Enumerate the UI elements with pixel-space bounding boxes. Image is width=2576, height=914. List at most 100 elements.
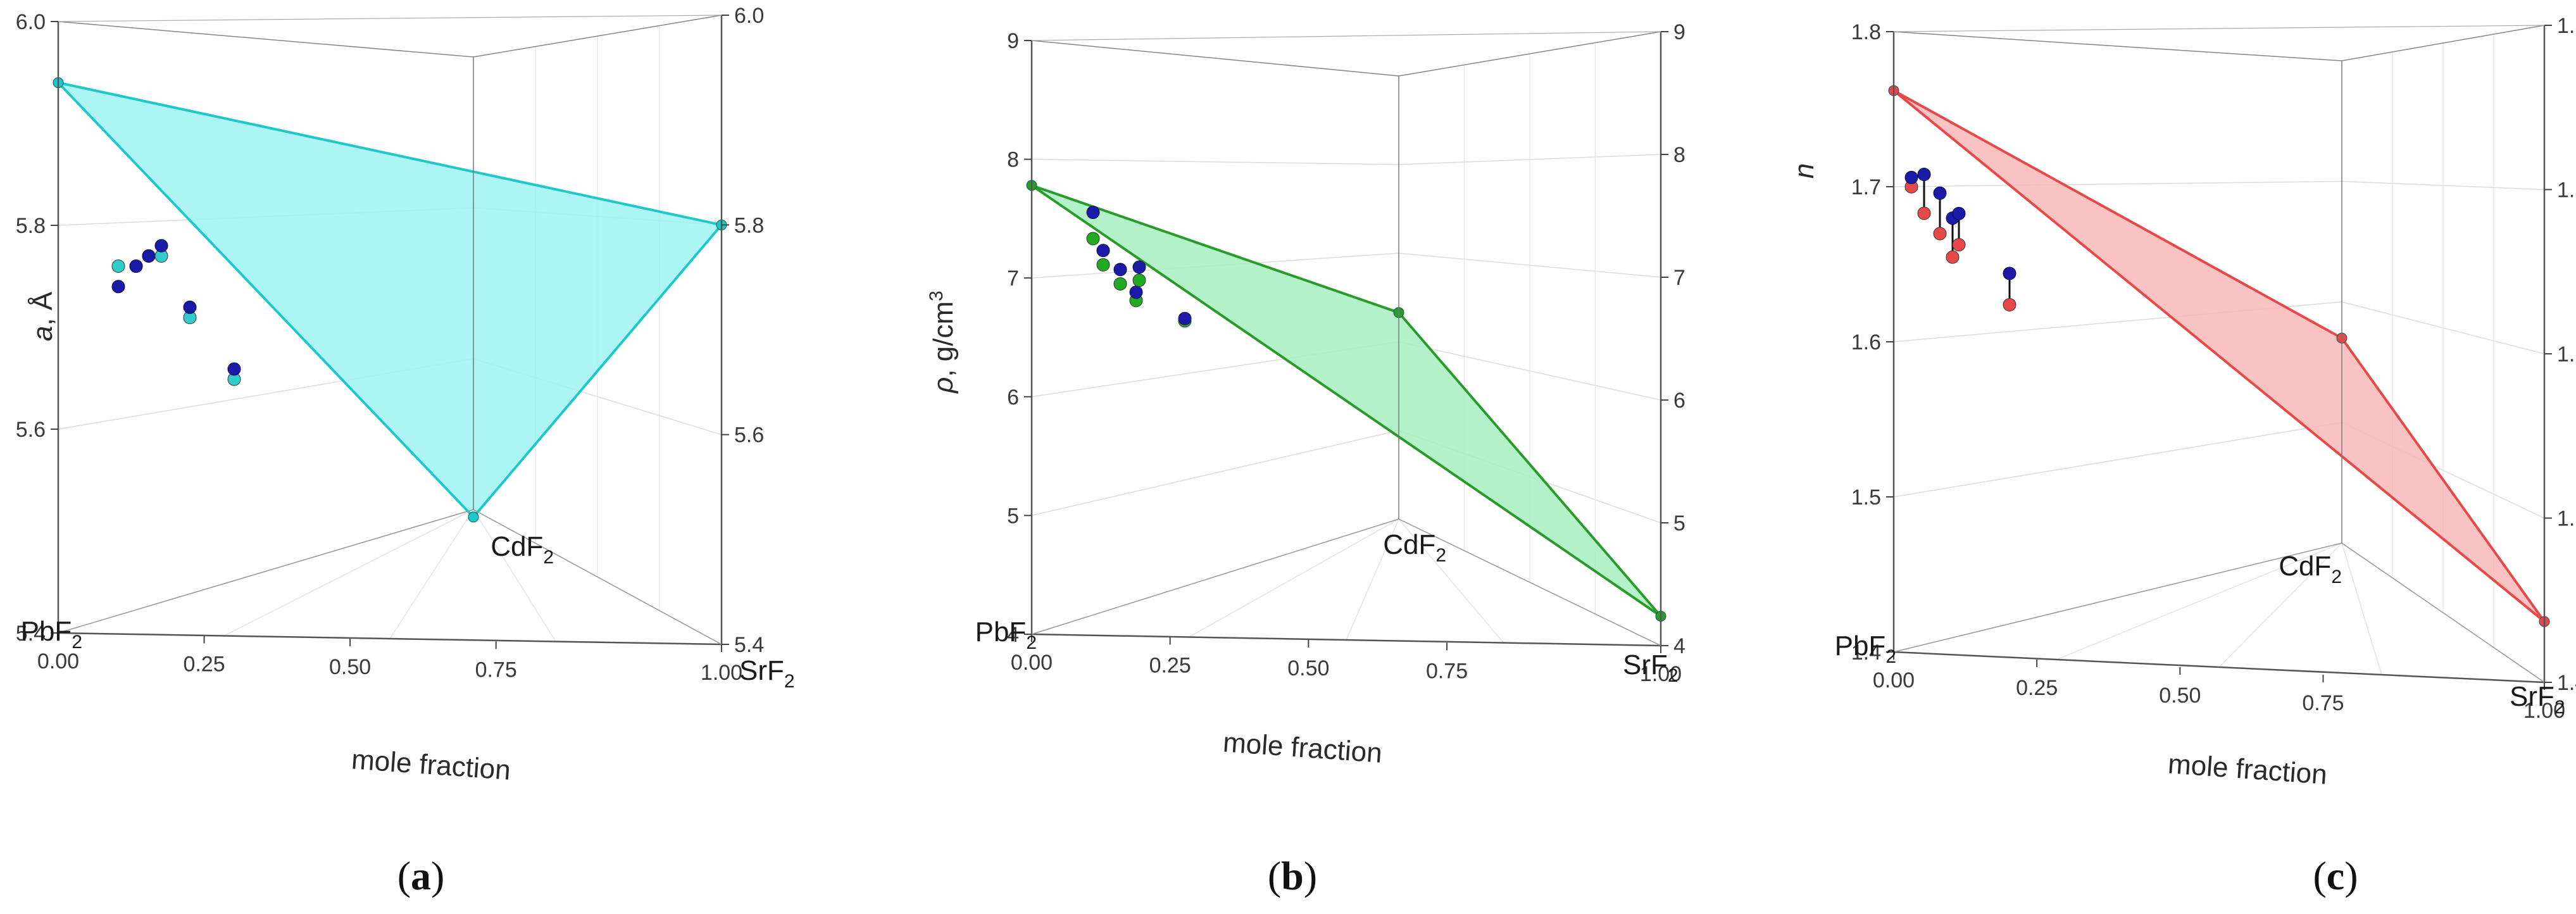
y-tick-label-left: 5: [1007, 504, 1019, 528]
calculated-point: [2003, 297, 2016, 311]
corner-label-srf2: SrF2: [739, 655, 795, 692]
gridline-back: [1031, 430, 1399, 516]
y-tick-label-left: 7: [1007, 266, 1019, 291]
y-tick-label-right: 8: [1673, 143, 1685, 167]
y-tick-label-right: 7: [1673, 266, 1685, 290]
y-tick-label-left: 9: [1007, 29, 1019, 53]
gridline-floor: [1398, 518, 1504, 643]
corner-label-cdf2: CdF2: [491, 531, 554, 568]
x-tick-label: 0.50: [2159, 684, 2201, 708]
gridline-floor: [389, 509, 474, 639]
experimental-point: [1129, 285, 1143, 299]
experimental-point: [142, 249, 156, 263]
calculated-point: [1952, 238, 1966, 252]
experimental-point: [2003, 266, 2016, 280]
panel-b: 4 4 5 5 6 6 7 7 8 8 9 9 0.00 0.25 0.50 0.75 1.00 PbF2 Cd…: [842, 0, 1703, 914]
chart-c: 1.4 1.4 1.5 1.5 1.6 1.6 1.7 1.7 1.8 1.8 0.00 0.25 0.…: [1789, 14, 2576, 898]
top-back-line: [1031, 40, 1399, 77]
calculated-point: [111, 260, 125, 273]
y-axis-title: n: [1789, 163, 1820, 178]
composition-plane: [1892, 89, 2546, 623]
corner-label-cdf2: CdF2: [1383, 529, 1446, 566]
gridline-floor: [2341, 542, 2382, 675]
experimental-point: [1086, 206, 1100, 220]
corner-label-srf2: SrF2: [2510, 681, 2565, 718]
experimental-point: [111, 280, 125, 294]
x-axis-title: mole fraction: [1222, 727, 1384, 768]
experimental-point: [129, 260, 143, 273]
y-tick-label-left: 1.5: [1851, 485, 1881, 510]
corner-label-cdf2: CdF2: [2279, 551, 2342, 587]
x-tick-label: 1.00: [2523, 699, 2565, 723]
x-tick-label: 0.75: [1426, 660, 1468, 684]
composition-plane: [1030, 184, 1662, 618]
top-front-line: [1031, 31, 1661, 41]
x-tick-label: 0.50: [329, 655, 371, 679]
top-side-line: [1398, 31, 1661, 77]
experimental-point: [1933, 186, 1947, 200]
experimental-point: [1132, 260, 1146, 274]
y-tick-label-right: 5.6: [734, 423, 764, 448]
y-tick-label-right: 1.8: [2557, 14, 2576, 38]
x-tick-label: 0.25: [1149, 654, 1191, 678]
front-floor-line: [58, 632, 722, 646]
x-tick-label: 0.50: [1287, 656, 1329, 680]
gridline-back: [1893, 422, 2342, 498]
calculated-point: [1132, 273, 1146, 287]
calculated-point: [1096, 258, 1110, 272]
y-tick-label-right: 1.7: [2557, 178, 2576, 203]
panel-label: (a): [397, 853, 445, 898]
y-tick-label-left: 6.0: [16, 10, 46, 34]
side-floor-line: [473, 509, 722, 645]
y-tick-label-right: 5.8: [734, 213, 764, 237]
top-front-line: [58, 15, 722, 22]
y-tick-label-left: 1.4: [1851, 641, 1881, 665]
experimental-point: [1904, 170, 1918, 184]
gridline-floor: [1346, 518, 1399, 641]
experimental-point: [1096, 244, 1110, 258]
x-tick-label: 0.75: [475, 658, 517, 682]
panel-a: 5.4 5.4 5.6 5.6 5.8 5.8 6.0 6.0 0.00 0.25 0.50 0.75…: [0, 0, 842, 914]
y-tick-label-left: 5.4: [16, 622, 46, 646]
experimental-point: [154, 239, 168, 253]
y-tick-label-right: 1.4: [2557, 671, 2576, 695]
gridline-back: [1031, 158, 1399, 165]
gridline-floor: [223, 509, 474, 637]
x-tick-label: 1.00: [1640, 662, 1682, 686]
y-tick-label-right: 6.0: [734, 4, 764, 28]
gridline-floor: [473, 509, 556, 642]
back-floor-line: [58, 509, 474, 634]
gridline-back: [1893, 180, 2342, 187]
y-tick-label-left: 8: [1007, 148, 1019, 172]
corner-label-pbf2: PbF2: [1835, 630, 1896, 667]
calculated-point: [1917, 206, 1931, 220]
corner-label-pbf2: PbF2: [21, 616, 82, 653]
y-tick-label-right: 4: [1673, 634, 1685, 658]
top-back-line: [1893, 31, 2342, 61]
y-axis-title: a, Å: [27, 291, 58, 341]
x-tick-label: 0.75: [2302, 691, 2344, 715]
y-axis-title: ρ, g/cm3: [926, 291, 959, 394]
y-tick-label-left: 1.7: [1851, 175, 1881, 199]
y-tick-label-left: 1.8: [1851, 20, 1881, 44]
y-tick-label-right: 1.5: [2557, 507, 2576, 531]
x-axis-title: mole fraction: [351, 744, 512, 786]
side-floor-line: [1398, 518, 1661, 646]
calculated-point: [1086, 232, 1100, 246]
y-tick-label-left: 4: [1007, 623, 1019, 647]
y-tick-label-left: 5.8: [16, 214, 46, 238]
x-axis-title: mole fraction: [2167, 748, 2329, 790]
panel-label: (c): [2313, 853, 2358, 898]
experimental-point: [1952, 206, 1966, 220]
x-tick-label: 0.25: [2016, 676, 2058, 700]
y-tick-label-right: 5: [1673, 511, 1685, 535]
back-floor-line: [1031, 518, 1399, 635]
corner-label-srf2: SrF2: [1623, 649, 1679, 686]
top-side-line: [473, 15, 722, 58]
experimental-point: [227, 362, 241, 376]
gridline-floor: [1189, 518, 1399, 638]
x-tick-label: 1.00: [701, 661, 742, 685]
front-floor-line: [1893, 651, 2545, 684]
x-tick-label: 0.00: [1011, 651, 1053, 675]
top-back-line: [58, 21, 474, 58]
